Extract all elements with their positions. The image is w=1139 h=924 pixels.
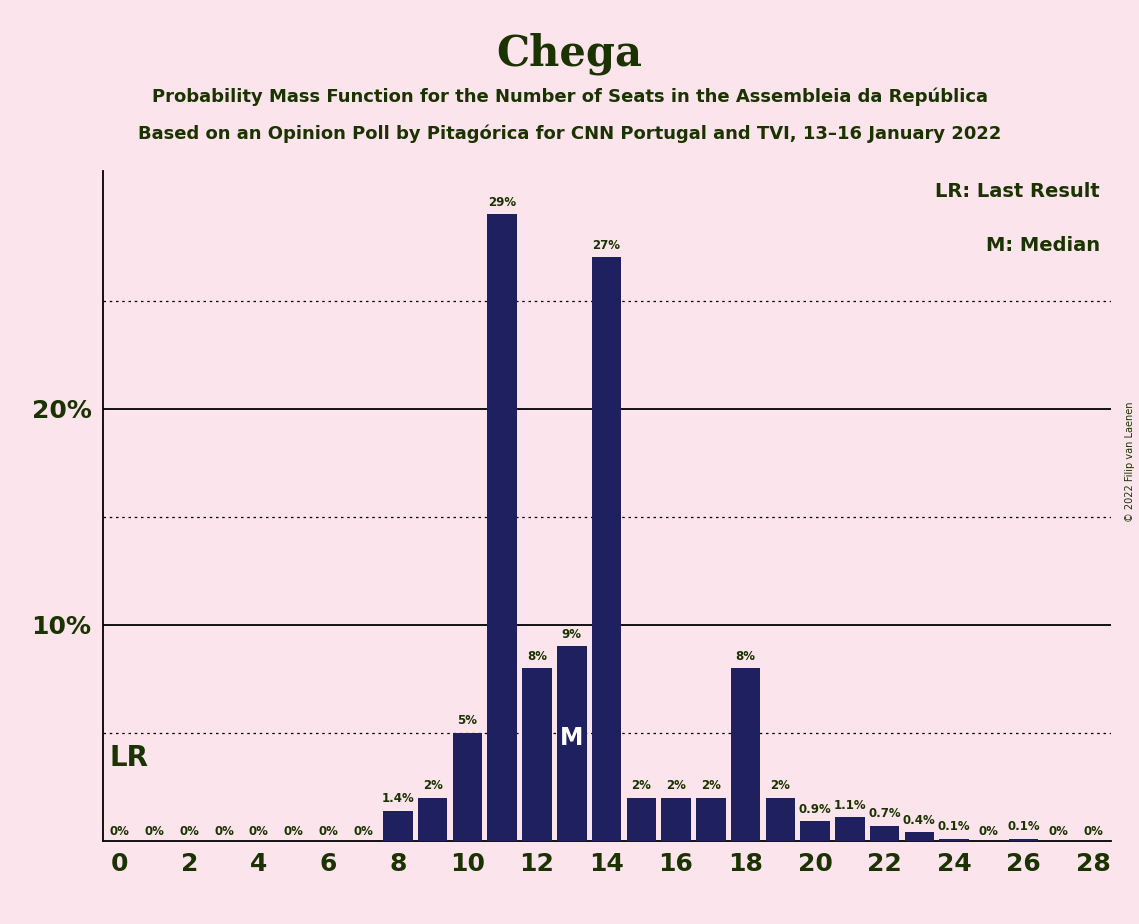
Text: 0.1%: 0.1% — [937, 821, 970, 833]
Text: 5%: 5% — [458, 714, 477, 727]
Text: 9%: 9% — [562, 628, 582, 641]
Bar — [592, 258, 621, 841]
Bar — [383, 810, 412, 841]
Bar — [487, 214, 517, 841]
Text: Probability Mass Function for the Number of Seats in the Assembleia da República: Probability Mass Function for the Number… — [151, 88, 988, 106]
Text: 0%: 0% — [353, 824, 374, 837]
Text: 0%: 0% — [214, 824, 235, 837]
Text: 0.1%: 0.1% — [1007, 821, 1040, 833]
Bar — [870, 826, 900, 841]
Text: 0%: 0% — [110, 824, 130, 837]
Text: 2%: 2% — [631, 779, 652, 792]
Text: 0%: 0% — [319, 824, 338, 837]
Bar — [522, 668, 551, 841]
Bar — [696, 797, 726, 841]
Bar — [835, 817, 865, 841]
Text: 27%: 27% — [592, 239, 621, 252]
Text: 0%: 0% — [1083, 824, 1103, 837]
Bar — [452, 733, 482, 841]
Bar — [765, 797, 795, 841]
Text: 29%: 29% — [489, 196, 516, 209]
Text: 0%: 0% — [180, 824, 199, 837]
Text: 1.4%: 1.4% — [382, 792, 415, 805]
Bar — [662, 797, 691, 841]
Text: 2%: 2% — [700, 779, 721, 792]
Text: 0.9%: 0.9% — [798, 803, 831, 816]
Text: 0.7%: 0.7% — [868, 808, 901, 821]
Text: 0%: 0% — [145, 824, 165, 837]
Text: 8%: 8% — [527, 650, 547, 663]
Text: Chega: Chega — [497, 32, 642, 75]
Text: 0%: 0% — [1048, 824, 1068, 837]
Text: 0%: 0% — [284, 824, 304, 837]
Bar — [801, 821, 830, 841]
Bar — [418, 797, 448, 841]
Text: LR: LR — [109, 744, 148, 772]
Bar — [940, 839, 969, 841]
Text: Based on an Opinion Poll by Pitagórica for CNN Portugal and TVI, 13–16 January 2: Based on an Opinion Poll by Pitagórica f… — [138, 125, 1001, 143]
Bar — [1009, 839, 1039, 841]
Text: 0%: 0% — [978, 824, 999, 837]
Text: 0%: 0% — [249, 824, 269, 837]
Text: 8%: 8% — [736, 650, 755, 663]
Bar — [626, 797, 656, 841]
Text: M: M — [560, 726, 583, 750]
Bar — [731, 668, 761, 841]
Text: LR: Last Result: LR: Last Result — [935, 182, 1100, 201]
Text: 1.1%: 1.1% — [834, 798, 866, 811]
Text: M: Median: M: Median — [986, 236, 1100, 255]
Text: 2%: 2% — [666, 779, 686, 792]
Bar — [904, 833, 934, 841]
Text: © 2022 Filip van Laenen: © 2022 Filip van Laenen — [1125, 402, 1134, 522]
Text: 0.4%: 0.4% — [903, 814, 936, 827]
Text: 2%: 2% — [423, 779, 443, 792]
Text: 2%: 2% — [770, 779, 790, 792]
Bar — [557, 647, 587, 841]
